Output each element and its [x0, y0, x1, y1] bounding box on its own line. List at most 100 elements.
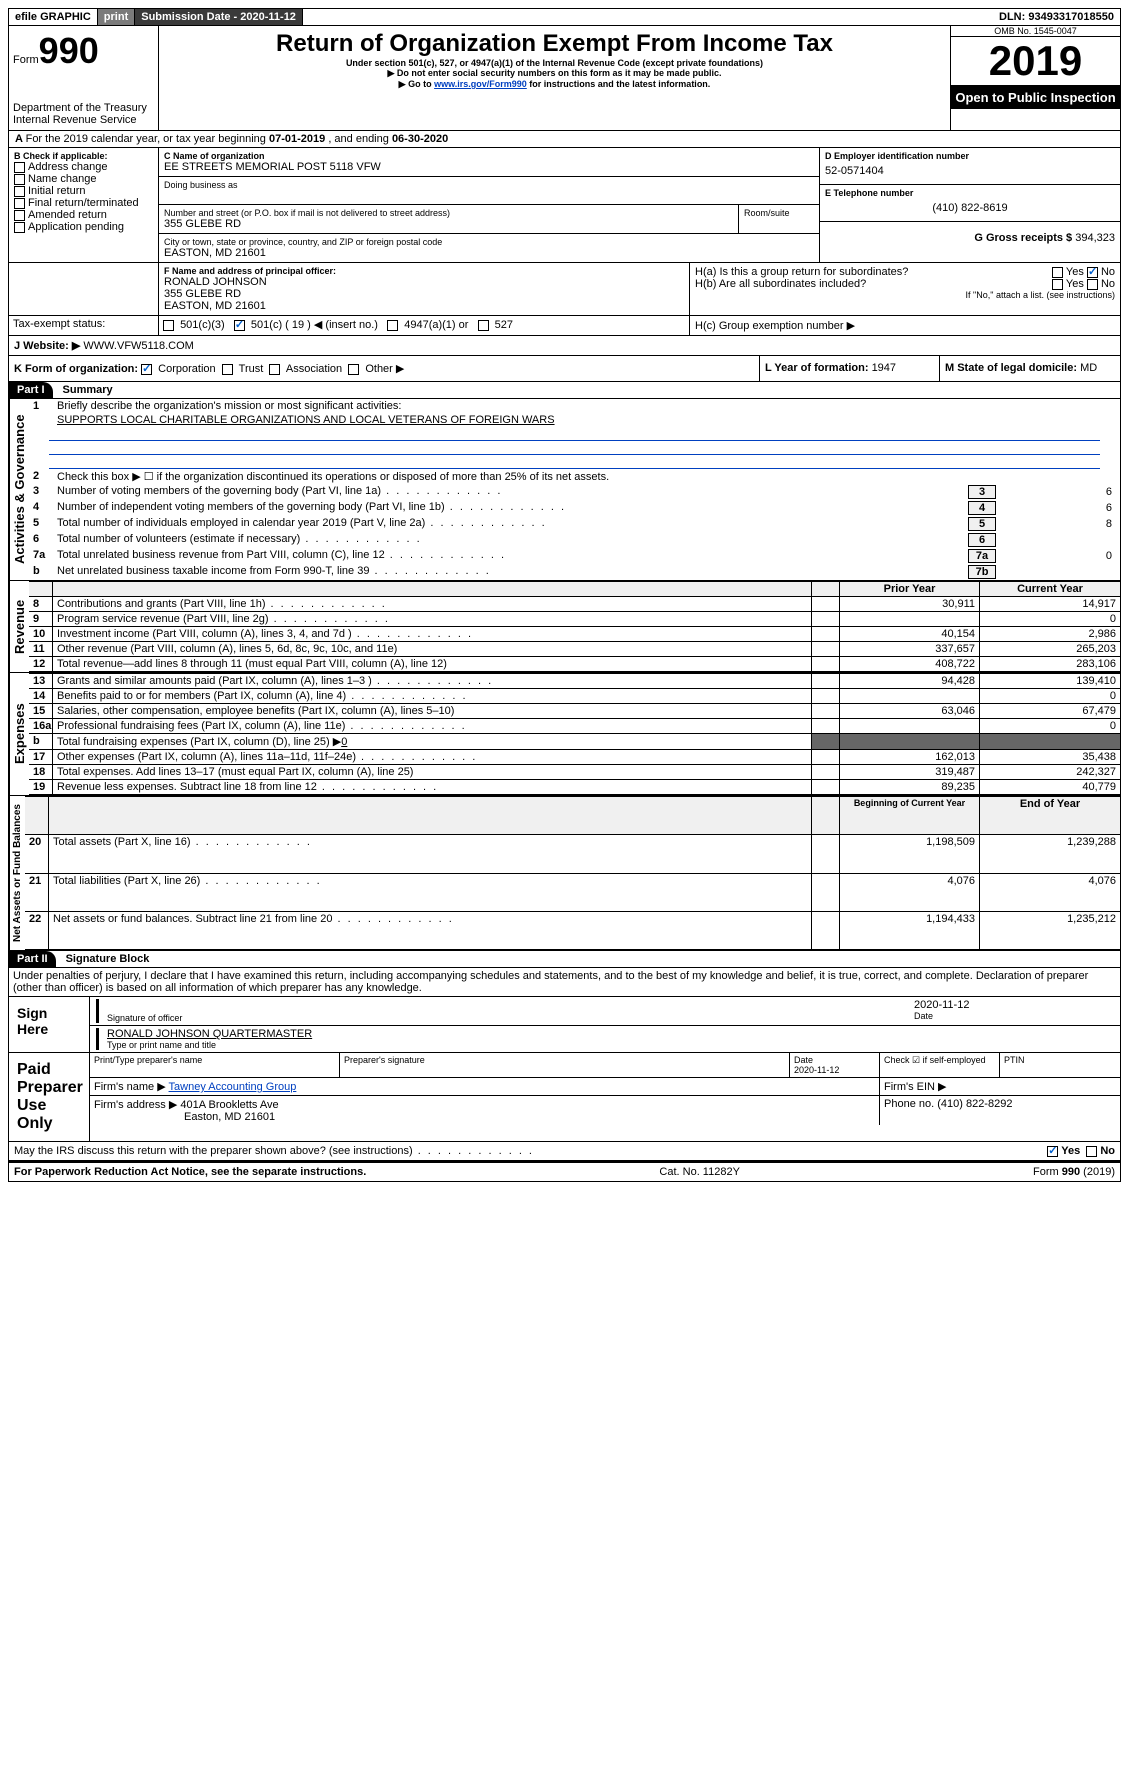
hb-no[interactable] [1087, 279, 1098, 290]
paid-preparer-section: Paid Preparer Use Only Print/Type prepar… [8, 1053, 1121, 1142]
form-label: Form [13, 54, 39, 66]
val-4: 6 [996, 501, 1116, 515]
year-formation: 1947 [872, 362, 896, 374]
note-goto: ▶ Go to www.irs.gov/Form990 for instruct… [163, 79, 946, 90]
c21: 4,076 [980, 874, 1120, 912]
checkbox-address-change[interactable] [14, 162, 25, 173]
checkbox-amended[interactable] [14, 210, 25, 221]
c13: 139,410 [980, 674, 1120, 689]
p13: 94,428 [840, 674, 980, 689]
c15: 67,479 [980, 704, 1120, 719]
firm-phone: (410) 822-8292 [937, 1098, 1012, 1110]
activities-governance: Activities & Governance 1Briefly describ… [8, 399, 1121, 581]
box-m-label: M State of legal domicile: [945, 362, 1080, 374]
sign-here-label: Sign Here [9, 997, 89, 1052]
box-b-label: B Check if applicable: [14, 151, 153, 161]
ha-yes[interactable] [1052, 267, 1063, 278]
city-label: City or town, state or province, country… [164, 237, 814, 247]
header-info-grid: B Check if applicable: Address change Na… [8, 148, 1121, 263]
officer-name: RONALD JOHNSON [164, 276, 684, 288]
checkbox-name-change[interactable] [14, 174, 25, 185]
c19: 40,779 [980, 780, 1120, 795]
form-footer: Form 990 (2019) [1033, 1166, 1115, 1178]
cb-other[interactable] [348, 364, 359, 375]
p19: 89,235 [840, 780, 980, 795]
irs-no[interactable] [1086, 1146, 1097, 1157]
part1-header: Part I Summary [8, 382, 1121, 399]
form-number: 990 [39, 30, 99, 71]
revenue-section: Revenue Prior YearCurrent Year 8Contribu… [8, 581, 1121, 673]
c20: 1,239,288 [980, 835, 1120, 873]
cb-trust[interactable] [222, 364, 233, 375]
val-7a: 0 [996, 549, 1116, 563]
room-label: Room/suite [739, 205, 819, 233]
p11: 337,657 [840, 642, 980, 657]
p15: 63,046 [840, 704, 980, 719]
cb-corp[interactable]: ✓ [141, 364, 152, 375]
expenses-section: Expenses 13Grants and similar amounts pa… [8, 673, 1121, 796]
c8: 14,917 [980, 597, 1120, 612]
hb-note: If "No," attach a list. (see instruction… [695, 290, 1115, 300]
p17: 162,013 [840, 750, 980, 765]
cb-501c[interactable]: ✓ [234, 320, 245, 331]
ein: 52-0571404 [825, 161, 1115, 181]
c14: 0 [980, 689, 1120, 704]
print-button[interactable]: print [98, 9, 135, 25]
irs-link[interactable]: www.irs.gov/Form990 [434, 79, 527, 89]
cb-4947[interactable] [387, 320, 398, 331]
phone: (410) 822-8619 [825, 198, 1115, 218]
ha-label: H(a) Is this a group return for subordin… [695, 266, 908, 278]
val-6 [996, 533, 1116, 535]
officer-group-row: F Name and address of principal officer:… [8, 263, 1121, 316]
p10: 40,154 [840, 627, 980, 642]
hb-yes[interactable] [1052, 279, 1063, 290]
box-f-label: F Name and address of principal officer: [164, 266, 684, 276]
vlabel-expenses: Expenses [9, 673, 29, 795]
c18: 242,327 [980, 765, 1120, 780]
sig-date: 2020-11-12 [914, 999, 1114, 1011]
checkbox-initial-return[interactable] [14, 186, 25, 197]
tax-year: 2019 [951, 37, 1120, 86]
c10: 2,986 [980, 627, 1120, 642]
hb-label: H(b) Are all subordinates included? [695, 278, 866, 290]
p22: 1,194,433 [840, 912, 980, 950]
val-5: 8 [996, 517, 1116, 531]
officer-name-title: RONALD JOHNSON QUARTERMASTER [107, 1028, 1114, 1040]
check-self-employed: Check ☑ if self-employed [880, 1053, 1000, 1077]
c9: 0 [980, 612, 1120, 627]
website-url: WWW.VFW5118.COM [83, 340, 193, 352]
officer-addr1: 355 GLEBE RD [164, 288, 684, 300]
tax-period-row: A For the 2019 calendar year, or tax yea… [8, 131, 1121, 148]
vlabel-activities: Activities & Governance [9, 399, 29, 580]
domicile-state: MD [1080, 362, 1097, 374]
omb-number: OMB No. 1545-0047 [951, 26, 1120, 37]
cb-527[interactable] [478, 320, 489, 331]
org-name: EE STREETS MEMORIAL POST 5118 VFW [164, 161, 814, 173]
ha-no[interactable]: ✓ [1087, 267, 1098, 278]
cb-501c3[interactable] [163, 320, 174, 331]
irs-yes[interactable]: ✓ [1047, 1146, 1058, 1157]
efile-label: efile GRAPHIC [9, 9, 98, 25]
vlabel-netassets: Net Assets or Fund Balances [9, 796, 25, 950]
dln: DLN: 93493317018550 [993, 9, 1120, 25]
submission-date: Submission Date - 2020-11-12 [135, 9, 303, 25]
box-d-label: D Employer identification number [825, 151, 1115, 161]
prep-date: 2020-11-12 [794, 1065, 839, 1075]
mission-text: SUPPORTS LOCAL CHARITABLE ORGANIZATIONS … [57, 414, 1116, 426]
checkbox-app-pending[interactable] [14, 222, 25, 233]
p21: 4,076 [840, 874, 980, 912]
vlabel-revenue: Revenue [9, 581, 29, 672]
box-e-label: E Telephone number [825, 188, 1115, 198]
firm-name-link[interactable]: Tawney Accounting Group [169, 1081, 297, 1093]
open-public: Open to Public Inspection [951, 86, 1120, 109]
c22: 1,235,212 [980, 912, 1120, 950]
addr-label: Number and street (or P.O. box if mail i… [164, 208, 733, 218]
cb-assoc[interactable] [269, 364, 280, 375]
website-row: J Website: ▶ WWW.VFW5118.COM [8, 336, 1121, 356]
p18: 319,487 [840, 765, 980, 780]
checkbox-final-return[interactable] [14, 198, 25, 209]
perjury-declaration: Under penalties of perjury, I declare th… [8, 968, 1121, 997]
p9 [840, 612, 980, 627]
form-header: Form990 Department of the Treasury Inter… [8, 26, 1121, 131]
p12: 408,722 [840, 657, 980, 672]
